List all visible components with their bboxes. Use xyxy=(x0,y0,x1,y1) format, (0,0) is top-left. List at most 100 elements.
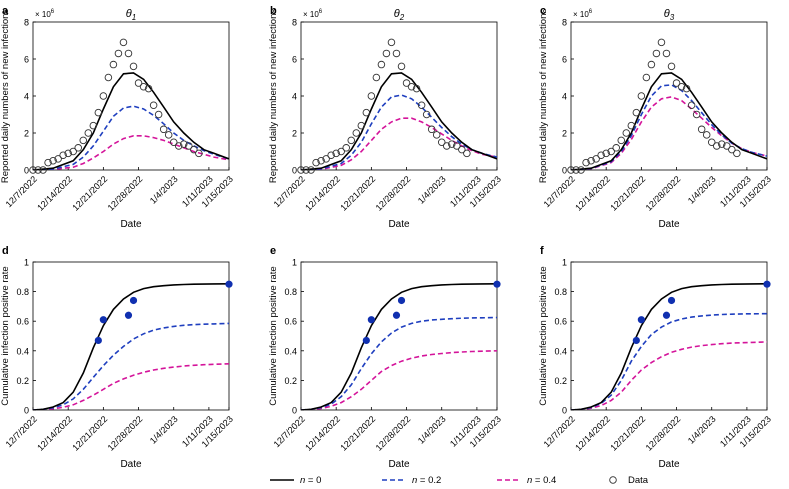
y-tick-label: 0.4 xyxy=(16,346,29,356)
data-point xyxy=(144,84,153,93)
data-point xyxy=(632,336,640,345)
data-point xyxy=(697,125,706,134)
data-point xyxy=(627,121,636,130)
series-line-n-0 xyxy=(301,72,497,170)
series-line-n-0 xyxy=(33,283,229,410)
panel-title: θ3 xyxy=(664,8,675,22)
x-tick-label: 12/21/2022 xyxy=(70,414,109,453)
data-point xyxy=(422,110,431,119)
axes-box xyxy=(32,21,230,171)
y-tick-label: 0.8 xyxy=(554,287,567,297)
data-point xyxy=(387,38,396,47)
x-tick-label: 12/21/2022 xyxy=(338,414,377,453)
data-point xyxy=(337,147,345,156)
legend-label-var: n xyxy=(527,475,532,486)
y-tick-label: 0 xyxy=(292,406,297,416)
panel-d: d 0 0.2 0.4 0.6 0.8 1 12/7/202212/14/202212/21/… xyxy=(0,245,235,470)
data-point xyxy=(34,166,42,174)
data-point xyxy=(652,49,661,58)
legend-label-value: = 0.4 xyxy=(532,475,556,486)
data-point xyxy=(622,129,631,137)
series-line-n-0-2 xyxy=(33,322,229,410)
data-point xyxy=(312,158,320,167)
exponent-label: × 106 xyxy=(573,9,593,19)
data-point xyxy=(597,151,605,159)
series-line-n-0-4 xyxy=(571,96,767,170)
panel-letter: b xyxy=(270,5,277,17)
x-tick-label: 12/28/2022 xyxy=(374,414,413,453)
y-axis-label: Reported daily numbers of new infections xyxy=(268,9,279,184)
series-line-n-0-4 xyxy=(301,350,497,410)
x-tick-label: 12/14/2022 xyxy=(303,414,342,453)
data-point xyxy=(307,166,315,174)
data-point xyxy=(382,49,391,58)
data-point xyxy=(647,60,656,69)
x-tick-label: 1/4/2023 xyxy=(148,414,180,446)
data-point xyxy=(417,101,426,109)
panel-title: θ2 xyxy=(394,8,405,22)
data-point xyxy=(154,110,163,119)
series-line-n-0-2 xyxy=(33,105,229,170)
data-point xyxy=(667,296,676,305)
y-axis-label: Reported daily numbers of new infections xyxy=(0,9,11,184)
data-point xyxy=(718,140,726,148)
data-point xyxy=(392,311,401,319)
x-axis-label: Date xyxy=(658,459,680,470)
x-tick-label: 12/28/2022 xyxy=(374,174,413,213)
y-tick-label: 6 xyxy=(24,55,29,65)
x-tick-label: 12/28/2022 xyxy=(106,174,145,213)
x-tick-label: 12/14/2022 xyxy=(303,174,342,213)
series-line-n-0-2 xyxy=(301,316,497,410)
data-point xyxy=(94,336,102,345)
x-axis-label: Date xyxy=(388,459,410,470)
series-line-n-0 xyxy=(571,283,767,410)
panel-a: a θ1× 1060246812/7/202212/14/202212/21/20… xyxy=(0,5,235,230)
y-tick-label: 8 xyxy=(292,18,297,28)
data-point xyxy=(332,149,340,158)
axes-box xyxy=(32,261,230,411)
data-point xyxy=(587,156,595,165)
data-point xyxy=(302,166,310,174)
panel-c: c θ3× 1060246812/7/202212/14/202212/21/20… xyxy=(538,5,773,230)
x-tick-label: 12/21/2022 xyxy=(338,174,377,213)
data-point xyxy=(728,145,736,154)
data-point xyxy=(69,147,77,156)
data-point xyxy=(79,136,88,145)
axes-box xyxy=(570,261,768,411)
data-point xyxy=(453,142,461,150)
x-tick-label: 1/4/2023 xyxy=(148,174,180,206)
data-point xyxy=(94,108,103,117)
y-tick-label: 2 xyxy=(562,129,567,139)
data-point xyxy=(99,316,107,324)
data-point xyxy=(657,38,666,47)
y-tick-label: 6 xyxy=(562,55,567,65)
y-tick-label: 1 xyxy=(24,258,29,268)
x-axis-label: Date xyxy=(658,219,680,230)
data-point xyxy=(637,316,645,324)
data-point xyxy=(49,156,57,165)
legend-label-value: = 0 xyxy=(305,475,321,486)
y-tick-label: 0.6 xyxy=(16,317,29,327)
x-tick-label: 12/7/2022 xyxy=(4,414,39,449)
data-point xyxy=(149,101,158,109)
legend-label: n = 0.2 xyxy=(412,475,441,486)
panel-letter: f xyxy=(540,245,544,257)
data-point xyxy=(437,138,446,146)
series-line-n-0-4 xyxy=(33,135,229,170)
data-point xyxy=(322,155,330,163)
panel-letter: e xyxy=(270,245,276,257)
data-point xyxy=(89,121,98,130)
exponent-label: × 106 xyxy=(303,9,323,19)
y-axis-label: Cumulative infection positive rate xyxy=(0,266,11,405)
axes-box xyxy=(300,261,498,411)
y-tick-label: 6 xyxy=(292,55,297,65)
y-tick-label: 0.4 xyxy=(284,346,297,356)
data-point xyxy=(347,136,356,145)
data-point xyxy=(109,60,118,69)
data-point xyxy=(342,144,350,152)
data-point xyxy=(662,311,671,319)
data-point xyxy=(427,125,436,134)
data-point xyxy=(124,49,133,58)
panel-e: e 0 0.2 0.4 0.6 0.8 1 12/7/202212/14/202212/21/… xyxy=(268,245,503,470)
